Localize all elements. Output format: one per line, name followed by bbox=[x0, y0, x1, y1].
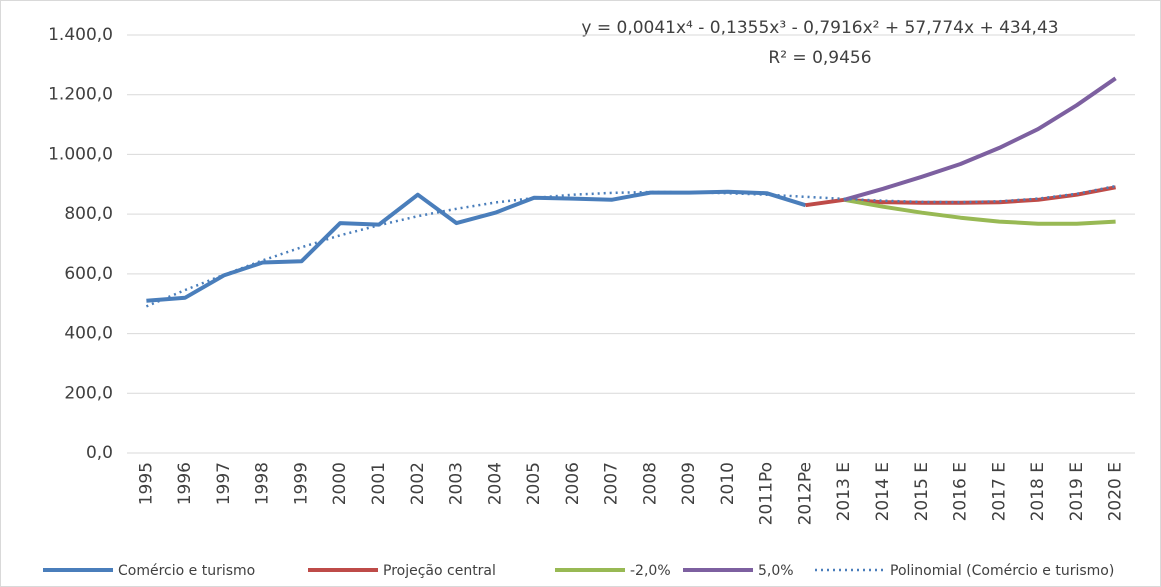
legend-label: -2,0% bbox=[630, 563, 671, 579]
x-tick-label: 2007 bbox=[602, 462, 622, 505]
x-tick-label: 2006 bbox=[563, 462, 583, 505]
x-tick-label: 2002 bbox=[408, 462, 428, 505]
legend-label: Projeção central bbox=[383, 563, 496, 579]
legend-label: Polinomial (Comércio e turismo) bbox=[890, 563, 1114, 579]
x-tick-label: 2019 E bbox=[1067, 462, 1087, 521]
y-tick-label: 1.400,0 bbox=[48, 25, 113, 45]
legend: Comércio e turismo Projeção central -2,0% 5… bbox=[43, 563, 1114, 579]
y-tick-label: 0,0 bbox=[86, 443, 113, 463]
x-tick-label: 1998 bbox=[253, 462, 273, 505]
x-tick-label: 2018 E bbox=[1028, 462, 1048, 521]
y-tick-label: 1.200,0 bbox=[48, 85, 113, 105]
x-tick-label: 1996 bbox=[175, 462, 195, 505]
y-tick-label: 400,0 bbox=[64, 324, 113, 344]
series-line bbox=[843, 76, 1117, 202]
legend-label: Comércio e turismo bbox=[118, 563, 255, 579]
x-tick-label: 2013 E bbox=[834, 462, 854, 521]
x-tick-label: 2016 E bbox=[951, 462, 971, 521]
y-tick-label: 600,0 bbox=[64, 264, 113, 284]
x-tick-label: 2003 bbox=[447, 462, 467, 505]
x-tick-label: 2004 bbox=[485, 462, 505, 505]
x-tick-label: 2015 E bbox=[912, 462, 932, 521]
x-tick-label: 2009 bbox=[679, 462, 699, 505]
y-tick-label: 1.000,0 bbox=[48, 144, 113, 164]
x-tick-label: 2011Po bbox=[757, 462, 777, 525]
x-tick-label: 1995 bbox=[136, 462, 156, 505]
x-tick-label: 1999 bbox=[291, 462, 311, 505]
x-tick-label: 2008 bbox=[640, 462, 660, 505]
y-tick-label: 800,0 bbox=[64, 204, 113, 224]
x-tick-label: 2001 bbox=[369, 462, 389, 505]
x-tick-label: 2010 bbox=[718, 462, 738, 505]
x-tick-label: 2014 E bbox=[873, 462, 893, 521]
x-tick-label: 2000 bbox=[330, 462, 350, 505]
x-tick-label: 2005 bbox=[524, 462, 544, 505]
x-tick-label: 2012Pe bbox=[795, 462, 815, 525]
x-tick-label: 1997 bbox=[214, 462, 234, 505]
legend-label: 5,0% bbox=[758, 563, 794, 579]
r-squared: R² = 0,9456 bbox=[768, 48, 871, 68]
x-tick-label: 2017 E bbox=[989, 462, 1009, 521]
y-tick-label: 200,0 bbox=[64, 383, 113, 403]
equation: y = 0,0041x⁴ - 0,1355x³ - 0,7916x² + 57,… bbox=[581, 18, 1058, 38]
series-line bbox=[843, 197, 1116, 226]
x-tick-label: 2020 E bbox=[1106, 462, 1126, 521]
